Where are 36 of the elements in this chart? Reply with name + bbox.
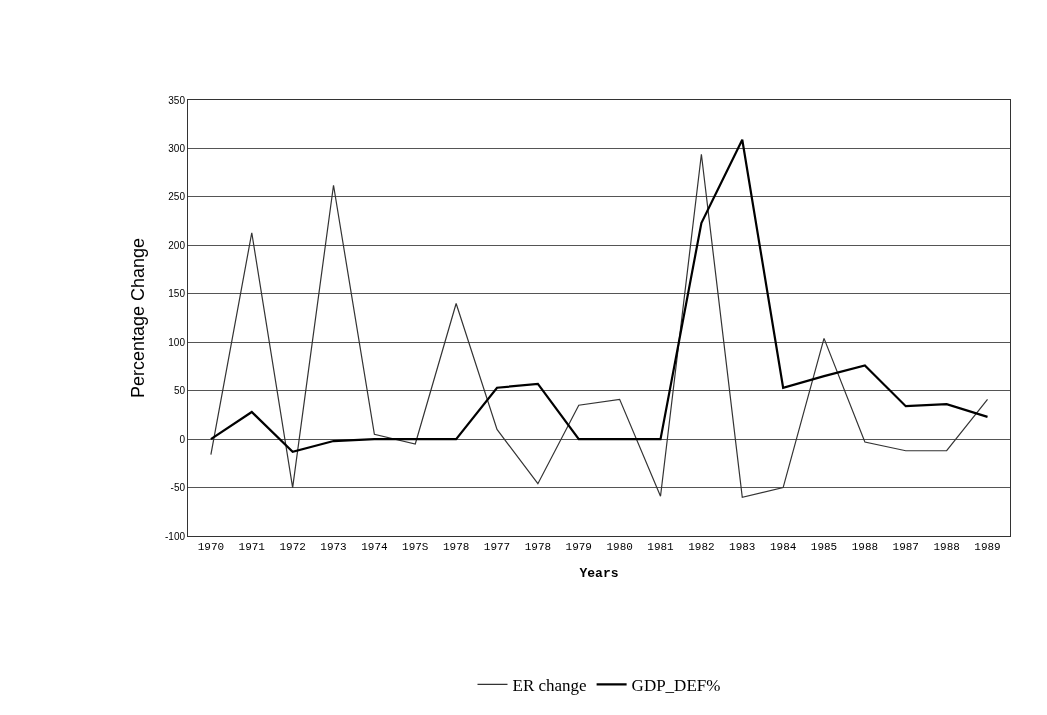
x-axis-title: Years [579, 565, 619, 581]
x-tick-label: 1972 [279, 541, 306, 554]
x-tick-label: 1979 [565, 541, 592, 554]
x-tick-label: 1974 [361, 541, 388, 554]
x-tick-label: 1978 [442, 541, 470, 554]
x-tick-label: 1980 [606, 541, 633, 554]
y-axis-title: Percentage Change [128, 237, 149, 399]
x-tick-label: 1989 [974, 541, 1001, 554]
x-tick-label: 1984 [769, 541, 797, 554]
y-tick-label: 350 [168, 94, 186, 106]
line-series [209, 138, 989, 453]
y-tick-label: 150 [168, 288, 186, 300]
y-tick-label: 300 [168, 142, 186, 154]
x-tick-label: 1971 [238, 541, 266, 554]
y-tick-label: -50 [170, 482, 186, 494]
y-tick-label: 250 [168, 191, 186, 203]
x-tick-label: 1985 [810, 541, 838, 554]
line-series [210, 153, 989, 498]
legend-label: ER change [512, 675, 587, 695]
x-tick-label: 1988 [851, 541, 879, 554]
y-tick-label: 50 [173, 385, 186, 397]
x-tick-label: 1987 [892, 541, 919, 554]
y-tick-label: 100 [168, 336, 186, 348]
x-tick-label: 1978 [524, 541, 552, 554]
y-tick-label: -100 [164, 530, 186, 542]
x-tick-label: 1983 [729, 541, 756, 554]
x-tick-label: 1982 [688, 541, 715, 554]
x-tick-label: 1988 [933, 541, 960, 554]
x-tick-label: 1973 [320, 541, 347, 554]
x-tick-label: 1981 [647, 541, 675, 554]
x-tick-label: 1970 [197, 541, 225, 554]
legend-label: GDP_DEF% [631, 675, 721, 695]
x-tick-label: 197S [402, 541, 429, 554]
x-tick-label: 1977 [483, 541, 511, 554]
y-tick-label: 200 [168, 239, 186, 251]
y-tick-label: 0 [179, 433, 186, 445]
